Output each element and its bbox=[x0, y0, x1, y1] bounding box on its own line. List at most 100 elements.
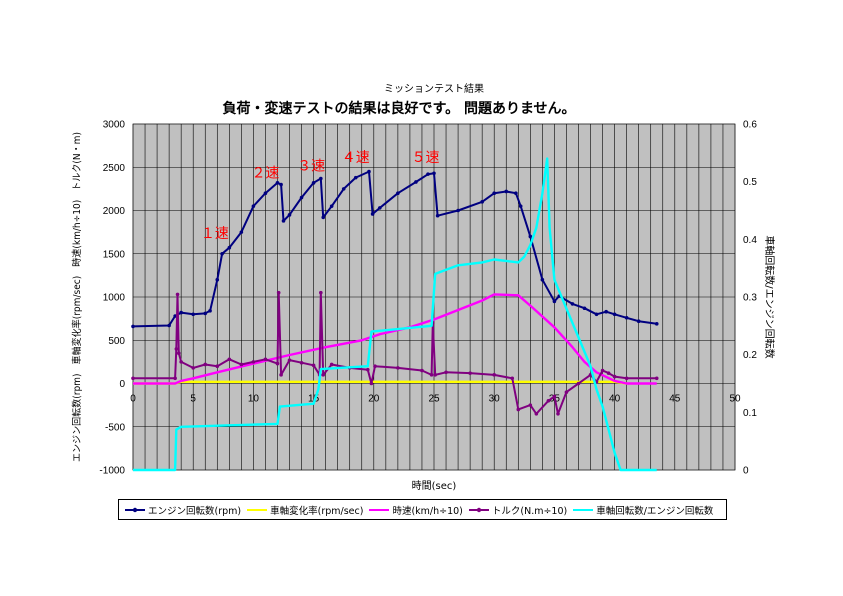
data-point-series-1 bbox=[341, 187, 346, 191]
data-point-series-1 bbox=[208, 309, 212, 313]
gear-annotation: ３速 bbox=[297, 159, 325, 175]
data-point-series-4 bbox=[276, 290, 281, 295]
legend-label: 車軸変化率(rpm/sec) bbox=[270, 505, 364, 517]
data-point-series-1 bbox=[480, 200, 484, 204]
y-left-tick-label: 0 bbox=[119, 379, 125, 390]
y-left-tick-label: -1000 bbox=[99, 466, 125, 477]
data-point-series-1 bbox=[370, 212, 375, 216]
data-point-series-4 bbox=[239, 362, 244, 367]
legend-swatch bbox=[247, 508, 268, 511]
data-point-series-1 bbox=[263, 191, 268, 195]
data-point-series-4 bbox=[429, 373, 434, 377]
data-point-series-1 bbox=[456, 208, 460, 213]
data-point-series-1 bbox=[203, 311, 208, 316]
x-tick-label: 5 bbox=[190, 394, 196, 405]
data-point-series-4 bbox=[546, 399, 551, 403]
data-point-series-4 bbox=[624, 376, 629, 381]
data-point-series-4 bbox=[365, 367, 370, 372]
x-tick-label: 50 bbox=[729, 394, 741, 405]
data-point-series-4 bbox=[263, 357, 268, 362]
x-tick-label: 25 bbox=[428, 394, 440, 405]
data-point-series-4 bbox=[174, 347, 179, 351]
data-point-series-4 bbox=[191, 366, 195, 370]
data-point-series-4 bbox=[227, 357, 232, 362]
data-point-series-1 bbox=[281, 219, 286, 223]
data-point-series-1 bbox=[594, 312, 599, 317]
data-point-series-1 bbox=[329, 204, 334, 208]
x-tick-label: 20 bbox=[368, 394, 380, 405]
data-point-series-4 bbox=[203, 362, 208, 367]
legend-item: 車軸変化率(rpm/sec) bbox=[247, 503, 363, 517]
legend-item: 車軸回転数/エンジン回転数 bbox=[573, 503, 713, 517]
y-left-tick-label: 2500 bbox=[103, 163, 126, 174]
data-point-series-4 bbox=[528, 403, 533, 407]
y-right-tick-label: 0.1 bbox=[743, 408, 757, 419]
chart-subtitle: 負荷・変速テストの結果は良好です。 問題ありません。 bbox=[222, 100, 575, 117]
data-point-series-1 bbox=[287, 213, 292, 217]
y-right-axis-label: 車軸回転数/エンジン回転数 bbox=[763, 235, 776, 358]
y-right-tick-label: 0 bbox=[743, 466, 749, 477]
data-point-series-1 bbox=[179, 310, 183, 315]
data-point-series-4 bbox=[420, 368, 424, 373]
data-point-series-1 bbox=[321, 215, 326, 220]
y-right-tick-label: 0.4 bbox=[743, 235, 757, 246]
y-left-tick-label: 500 bbox=[108, 336, 125, 347]
data-point-series-4 bbox=[433, 373, 438, 377]
x-tick-label: 10 bbox=[248, 394, 260, 405]
legend-swatch bbox=[125, 507, 145, 512]
gear-annotation: ５速 bbox=[412, 150, 440, 166]
data-point-series-4 bbox=[564, 390, 569, 394]
data-point-series-4 bbox=[510, 376, 515, 381]
data-point-series-1 bbox=[191, 312, 195, 317]
data-point-series-1 bbox=[414, 180, 418, 184]
data-point-series-1 bbox=[492, 191, 497, 195]
data-point-series-4 bbox=[311, 363, 316, 368]
y-left-tick-label: 3000 bbox=[103, 120, 126, 131]
data-point-series-1 bbox=[167, 323, 171, 328]
x-tick-label: 40 bbox=[609, 394, 621, 405]
y-left-tick-label: 1000 bbox=[103, 293, 126, 304]
data-point-series-4 bbox=[176, 351, 181, 356]
x-tick-label: 0 bbox=[130, 394, 136, 405]
legend-label: 時速(km/h÷10) bbox=[392, 505, 463, 517]
data-point-series-1 bbox=[215, 277, 220, 282]
legend-swatch-marker bbox=[476, 507, 482, 512]
data-point-series-4 bbox=[287, 358, 292, 362]
data-point-series-4 bbox=[444, 370, 448, 375]
data-point-series-1 bbox=[319, 176, 323, 181]
data-point-series-1 bbox=[367, 169, 371, 174]
data-point-series-4 bbox=[492, 373, 497, 377]
data-point-series-1 bbox=[279, 182, 283, 187]
data-point-series-1 bbox=[220, 251, 224, 256]
data-point-series-4 bbox=[468, 371, 472, 375]
data-point-series-1 bbox=[654, 322, 659, 326]
y-right-tick-label: 0.2 bbox=[743, 350, 757, 361]
data-point-series-4 bbox=[321, 373, 326, 377]
data-point-series-1 bbox=[612, 312, 617, 317]
data-point-series-4 bbox=[275, 361, 280, 366]
data-point-series-4 bbox=[576, 381, 581, 386]
legend-item: トルク(N.m÷10) bbox=[468, 503, 567, 517]
data-point-series-4 bbox=[369, 381, 374, 386]
legend-label: 車軸回転数/エンジン回転数 bbox=[596, 505, 714, 517]
data-point-series-4 bbox=[516, 407, 521, 412]
legend-label: エンジン回転数(rpm) bbox=[148, 505, 242, 517]
y-left-tick-label: 2000 bbox=[103, 206, 126, 217]
data-point-series-4 bbox=[654, 376, 659, 381]
data-point-series-1 bbox=[227, 245, 232, 250]
data-point-series-1 bbox=[504, 189, 509, 194]
legend-item: 時速(km/h÷10) bbox=[369, 503, 463, 517]
data-point-series-1 bbox=[432, 171, 436, 176]
data-point-series-4 bbox=[396, 366, 400, 370]
gear-annotation: ４速 bbox=[342, 150, 370, 166]
data-point-series-1 bbox=[552, 299, 557, 304]
gear-annotation: １速 bbox=[201, 226, 229, 242]
data-point-series-1 bbox=[514, 191, 518, 195]
data-point-series-1 bbox=[131, 324, 135, 329]
data-point-series-1 bbox=[528, 234, 533, 239]
x-tick-label: 30 bbox=[489, 394, 501, 405]
series-line-3 bbox=[133, 293, 657, 385]
y-right-tick-label: 0.6 bbox=[743, 120, 757, 131]
x-tick-label: 15 bbox=[308, 394, 320, 405]
